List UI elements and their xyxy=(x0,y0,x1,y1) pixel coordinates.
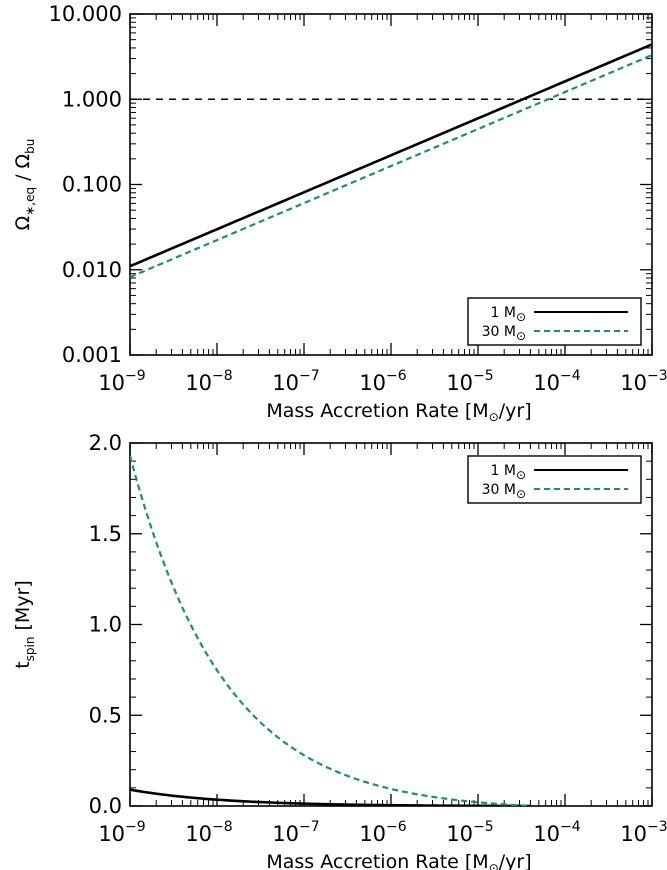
series-line-1msun xyxy=(130,43,652,268)
legend-label: 1 M⊙ xyxy=(491,463,527,482)
series-group xyxy=(130,43,652,279)
x-tick-label: 10−8 xyxy=(185,819,232,846)
x-tick-label: 10−9 xyxy=(98,368,145,395)
y-tick-label: 0.5 xyxy=(89,703,122,727)
legend-box xyxy=(467,297,642,346)
omega-ratio-panel: 10−9 10−8 10−7 10−6 10−5 10−4 10−3 0.001 0.010 0.… xyxy=(12,2,667,424)
x-tick-label: 10−7 xyxy=(272,819,319,846)
x-tick-label: 10−9 xyxy=(98,819,145,846)
y-tick-label: 10.000 xyxy=(49,2,122,26)
legend-box xyxy=(467,455,642,504)
y-axis-title: tspin [Myr] xyxy=(12,580,37,669)
x-tick-label: 10−3 xyxy=(620,819,667,846)
y-tick-label: 0.0 xyxy=(89,794,122,818)
series-line-30msun xyxy=(130,54,652,279)
x-tick-label: 10−6 xyxy=(359,819,406,846)
y-tick-label: 0.001 xyxy=(62,343,122,367)
legend: 1 M⊙30 M⊙ xyxy=(467,455,642,504)
series-group xyxy=(130,455,531,806)
series-line-1msun xyxy=(130,788,531,806)
y-tick-label: 1.5 xyxy=(89,522,122,546)
spin-time-panel: 10−9 10−8 10−7 10−6 10−5 10−4 10−3 0.0 0.5 1.0 1.5… xyxy=(12,431,667,870)
y-tick-label: 2.0 xyxy=(89,431,122,455)
x-tick-label: 10−4 xyxy=(533,819,580,846)
x-tick-label: 10−7 xyxy=(272,368,319,395)
x-tick-label: 10−3 xyxy=(620,368,667,395)
y-tick-label: 1.0 xyxy=(89,613,122,637)
legend-label: 30 M⊙ xyxy=(482,482,526,501)
y-tick-label: 0.100 xyxy=(62,173,122,197)
x-axis-title: Mass Accretion Rate [M⊙/yr] xyxy=(266,400,531,424)
y-tick-label: 1.000 xyxy=(62,87,122,111)
series-line-30msun xyxy=(130,455,531,806)
x-tick-label: 10−5 xyxy=(446,368,493,395)
x-axis-title: Mass Accretion Rate [M⊙/yr] xyxy=(266,851,531,870)
x-tick-label: 10−4 xyxy=(533,368,580,395)
x-tick-label: 10−8 xyxy=(185,368,232,395)
legend-label: 1 M⊙ xyxy=(491,305,527,324)
legend-label: 30 M⊙ xyxy=(482,324,526,343)
x-tick-label: 10−6 xyxy=(359,368,406,395)
y-axis-title: Ω∗,eq / Ωbu xyxy=(12,139,37,231)
x-tick-label: 10−5 xyxy=(446,819,493,846)
y-tick-label: 0.010 xyxy=(62,258,122,282)
legend: 1 M⊙30 M⊙ xyxy=(467,297,642,346)
